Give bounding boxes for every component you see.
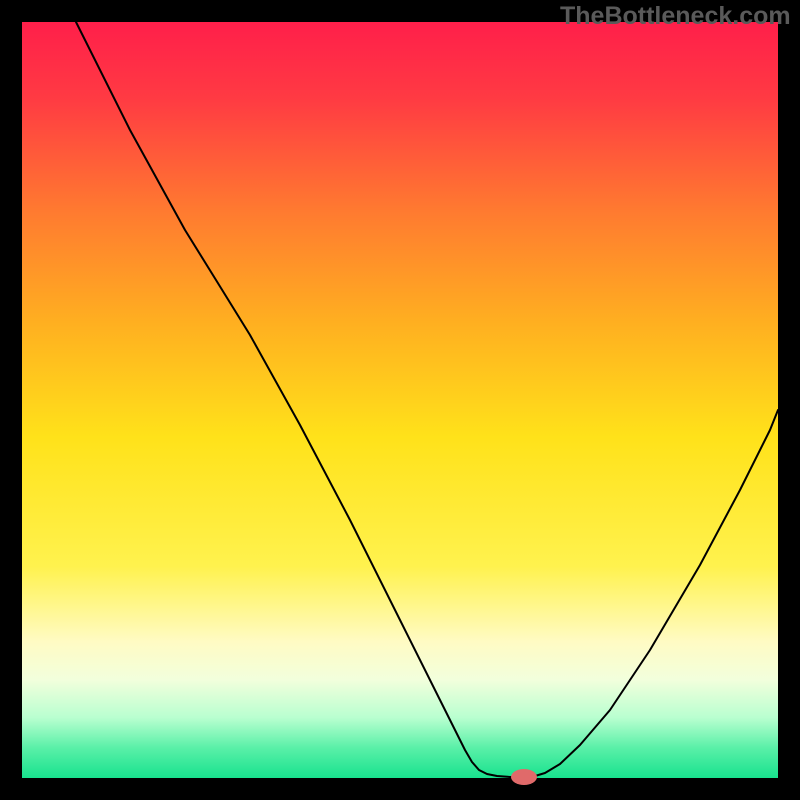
optimal-point-marker: [511, 769, 537, 785]
watermark-text: TheBottleneck.com: [560, 2, 791, 31]
plot-background: [22, 22, 778, 778]
plot-svg: [0, 0, 800, 800]
chart-root: TheBottleneck.com: [0, 0, 800, 800]
